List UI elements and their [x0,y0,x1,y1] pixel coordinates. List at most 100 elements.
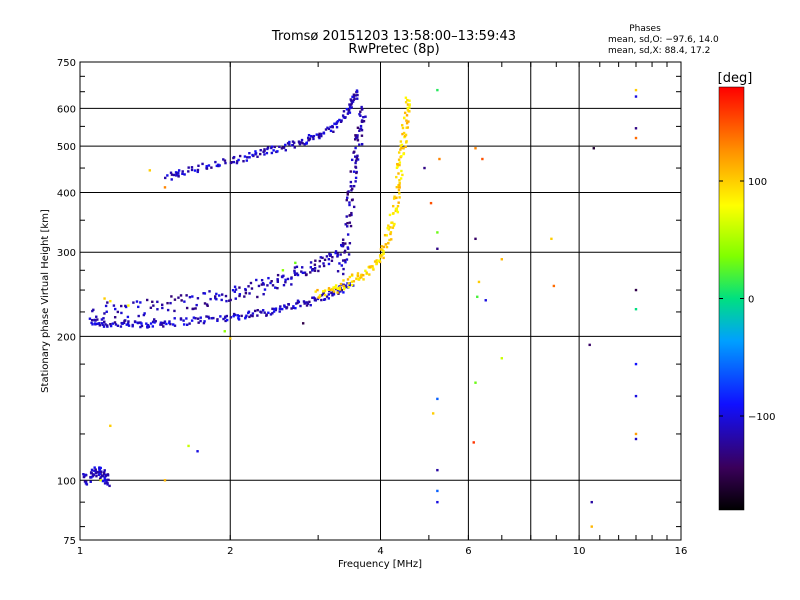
data-point [220,298,223,302]
data-point [246,156,249,159]
data-point [436,88,439,92]
data-point [299,304,302,308]
data-point [351,100,355,103]
data-point [332,293,336,296]
data-point [104,304,108,308]
data-point [265,313,268,316]
data-point [348,103,351,106]
data-point [347,108,351,112]
data-point [95,470,99,474]
data-point [140,322,143,325]
data-point [237,314,241,318]
data-point [251,312,255,315]
data-point [272,310,276,313]
data-point [423,166,426,170]
data-point [345,198,348,202]
data-point [404,96,408,99]
data-point [228,299,231,302]
data-point [94,472,98,475]
data-point [143,312,146,315]
data-point [332,290,336,293]
data-point [349,170,352,173]
data-point [242,160,245,163]
data-point [181,172,184,176]
data-point [391,226,395,229]
data-point [101,323,104,327]
data-point [342,284,345,288]
data-point [398,192,401,195]
data-point [191,307,194,311]
data-point [295,302,298,305]
data-point [315,133,318,136]
data-point [284,281,287,284]
data-point [153,321,156,324]
data-point [308,137,312,140]
data-point [93,322,97,325]
data-point [274,307,278,310]
data-point [103,479,106,482]
data-point [402,131,406,135]
data-point [348,111,352,114]
data-point [197,164,200,167]
data-point [320,134,323,138]
data-point [338,288,342,291]
data-point [350,273,354,276]
data-point [234,288,238,291]
data-point [349,224,353,228]
data-point [327,127,331,131]
data-point [352,205,356,209]
chart-title: Tromsø 20151203 13:58:00–13:59:43 [271,29,516,44]
data-point [393,195,396,198]
data-point [159,323,162,326]
data-point [94,468,97,471]
data-point [590,525,593,528]
data-point [300,270,303,273]
data-point [552,284,556,288]
data-point [399,140,403,143]
data-point [382,249,385,253]
data-point [194,307,197,310]
data-point [126,315,130,319]
data-point [350,211,353,215]
data-point [101,474,105,478]
data-point [169,171,173,174]
data-point [149,322,153,325]
data-point [400,146,403,150]
data-point [362,120,366,123]
data-point [248,292,251,295]
data-point [162,325,165,328]
data-point [333,122,336,125]
chart-subtitle: RwPretec (8p) [348,42,439,57]
data-point [93,469,96,472]
data-point [634,437,638,441]
colorbar-tick-label: −100 [748,412,775,423]
data-point [139,325,142,329]
data-point [163,320,167,323]
data-point [356,134,359,137]
data-point [116,310,120,314]
data-point [400,155,403,158]
data-point [222,158,225,161]
data-point [476,295,479,299]
data-point [193,169,197,172]
data-point [266,146,270,149]
data-point [183,300,186,303]
data-point [331,255,334,259]
data-point [305,141,308,144]
data-point [343,116,347,120]
x-axis-label: Frequency [MHz] [338,559,422,570]
data-point [371,267,375,270]
data-point [244,291,248,295]
data-point [233,285,237,288]
data-point [338,262,341,265]
data-point [103,469,106,472]
data-point [389,226,392,229]
data-point [270,145,274,148]
data-point [282,146,286,149]
data-point [132,301,135,304]
data-point [356,154,359,158]
data-point [406,103,410,106]
data-point [99,476,102,479]
data-point [474,381,477,384]
data-point [307,139,310,142]
